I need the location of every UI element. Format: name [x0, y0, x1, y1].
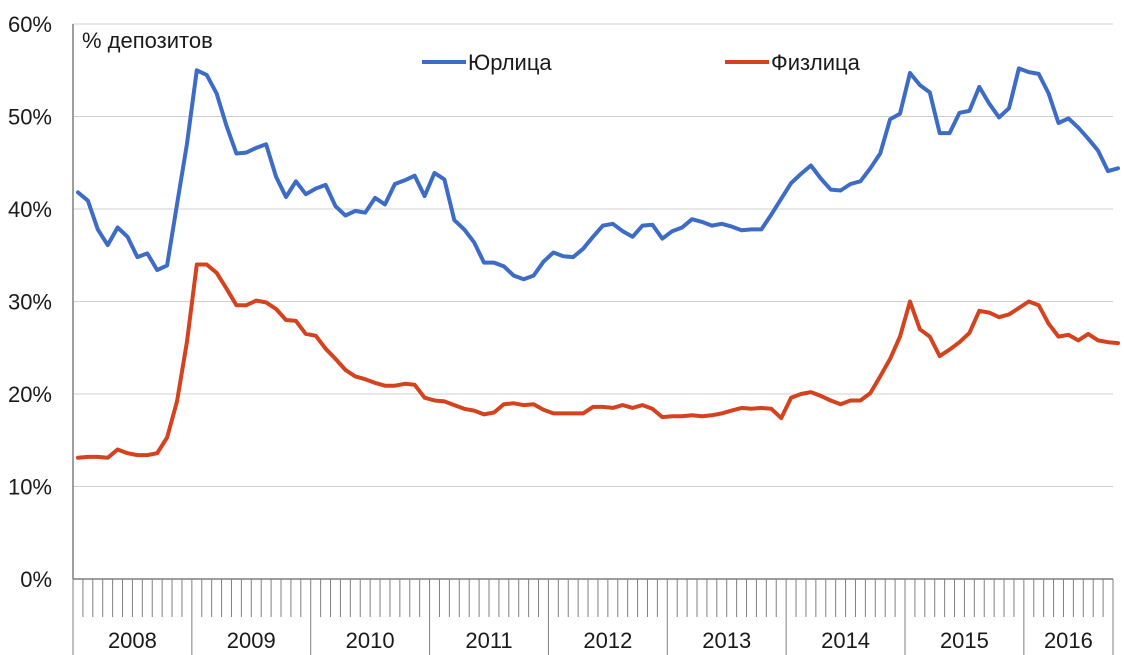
- y-tick-label: 0%: [20, 567, 52, 592]
- legend-label-yurlitsa: Юрлица: [468, 50, 552, 75]
- y-tick-label: 20%: [8, 382, 52, 407]
- unit-label: % депозитов: [82, 28, 213, 53]
- gridlines: [73, 23, 1113, 487]
- legend-label-fizlitsa: Физлица: [771, 50, 861, 75]
- series-line-yurlitsa: [76, 66, 1120, 282]
- year-label-2011: 2011: [465, 628, 512, 653]
- y-tick-label: 30%: [8, 290, 52, 315]
- year-label-2009: 2009: [227, 628, 276, 653]
- y-tick-label: 60%: [8, 12, 52, 37]
- year-label-2013: 2013: [702, 628, 751, 653]
- series-lines: [76, 66, 1120, 460]
- legend: Юрлица Физлица: [422, 50, 861, 75]
- year-label-2008: 2008: [108, 628, 157, 653]
- year-label-2015: 2015: [940, 628, 989, 653]
- y-tick-label: 50%: [8, 105, 52, 130]
- y-tick-label: 40%: [8, 197, 52, 222]
- series-line-fizlitsa: [76, 262, 1120, 460]
- x-axis: 2008 2009 2010 2011 2012 2013 2014 2015 2016: [72, 24, 1114, 655]
- year-label-2010: 2010: [346, 628, 395, 653]
- year-label-2014: 2014: [821, 628, 870, 653]
- y-tick-label: 10%: [8, 475, 52, 500]
- y-axis-tick-labels: 0% 10% 20% 30% 40% 50% 60%: [8, 12, 52, 592]
- year-label-2012: 2012: [583, 628, 632, 653]
- year-label-2016: 2016: [1044, 628, 1093, 653]
